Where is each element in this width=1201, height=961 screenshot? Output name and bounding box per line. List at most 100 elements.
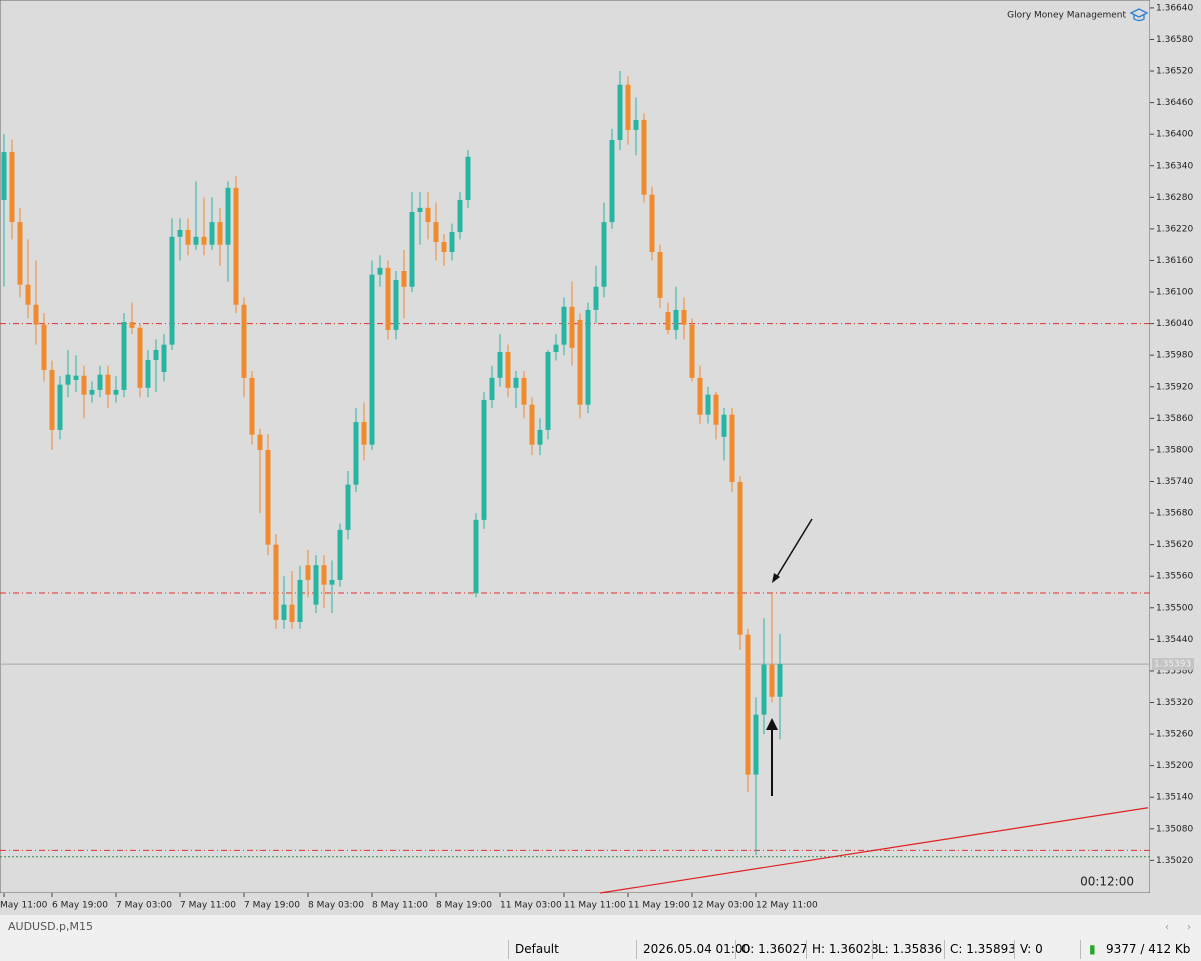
candle-body xyxy=(329,579,335,585)
trendline xyxy=(599,807,1149,894)
y-tick-label: 1.35620 xyxy=(1156,540,1193,550)
y-tick-label: 1.35980 xyxy=(1156,351,1193,361)
y-tick-label: 1.35560 xyxy=(1156,572,1193,582)
candle-body xyxy=(73,375,79,380)
profile: Default xyxy=(515,942,559,956)
candle-body xyxy=(489,377,495,400)
candle-body xyxy=(609,139,615,223)
symbol-tab[interactable]: AUDUSD.p,M15 xyxy=(8,920,93,933)
candle-body xyxy=(537,429,543,445)
current-price-box xyxy=(1152,658,1194,671)
candle-body xyxy=(345,484,351,530)
candle-body xyxy=(641,119,647,195)
y-tick-label: 1.35740 xyxy=(1156,477,1193,487)
candle-body xyxy=(41,324,47,370)
candle-body xyxy=(521,377,527,405)
candle-body xyxy=(249,377,255,435)
y-tick-label: 1.36400 xyxy=(1156,130,1193,140)
current-price-label: 1.35393 xyxy=(1154,660,1191,670)
status-open: O: 1.36027 xyxy=(741,942,808,956)
x-tick-label: 8 May 19:00 xyxy=(436,901,492,911)
time-axis xyxy=(0,893,1201,915)
candle-body xyxy=(417,207,423,213)
candle-body xyxy=(673,309,679,330)
candle-body xyxy=(777,664,783,697)
candle-body xyxy=(449,232,455,253)
x-tick-label: 12 May 11:00 xyxy=(756,901,818,911)
candle-body xyxy=(121,322,127,390)
candle-body xyxy=(337,529,343,580)
status-close: C: 1.35893 xyxy=(950,942,1016,956)
candle-body xyxy=(49,369,55,430)
x-tick-label: 11 May 11:00 xyxy=(564,901,626,911)
candle-body xyxy=(113,389,119,395)
timer: 00:12:00 xyxy=(1080,875,1134,889)
candle-body xyxy=(305,565,311,580)
candle-body xyxy=(289,604,295,622)
candle-body xyxy=(545,352,551,430)
candle-body xyxy=(729,414,735,483)
arrow-head xyxy=(772,573,780,583)
candle-body xyxy=(89,389,95,395)
y-tick-label: 1.35380 xyxy=(1156,666,1193,676)
candle-body xyxy=(9,152,15,223)
x-tick-label: 7 May 19:00 xyxy=(244,901,300,911)
y-tick-label: 1.35920 xyxy=(1156,382,1193,392)
y-tick-label: 1.36160 xyxy=(1156,256,1193,266)
candle-body xyxy=(185,229,191,245)
candle-body xyxy=(553,344,559,353)
candle-body xyxy=(689,324,695,378)
arrow xyxy=(775,518,813,579)
candle-body xyxy=(721,414,727,437)
y-tick-label: 1.36640 xyxy=(1156,3,1193,13)
y-tick-label: 1.35860 xyxy=(1156,414,1193,424)
candle-body xyxy=(529,404,535,445)
candle-body xyxy=(1,152,7,200)
indicator-icon xyxy=(1129,8,1149,22)
y-tick-label: 1.35140 xyxy=(1156,793,1193,803)
candle-body xyxy=(433,222,439,243)
candle-body xyxy=(257,434,263,450)
candle-body xyxy=(233,187,239,305)
candle-body xyxy=(505,352,511,388)
status-bar: Default 2026.05.04 01:00 O: 1.36027 H: 1… xyxy=(0,938,1201,961)
candle-body xyxy=(169,236,175,345)
x-tick-label: 11 May 19:00 xyxy=(628,901,690,911)
traffic: 9377 / 412 Kb xyxy=(1106,942,1191,956)
candle-body xyxy=(177,229,183,237)
scroll-right[interactable]: › xyxy=(1187,922,1191,933)
x-tick-label: 8 May 11:00 xyxy=(372,901,428,911)
tab-bar xyxy=(0,917,1201,937)
candle-body xyxy=(601,222,607,287)
candle-body xyxy=(769,664,775,697)
price-axis xyxy=(1150,0,1201,893)
candle-body xyxy=(33,304,39,325)
x-tick-label: 7 May 03:00 xyxy=(116,901,172,911)
candle-body xyxy=(217,222,223,245)
y-tick-label: 1.35200 xyxy=(1156,761,1193,771)
candle-body xyxy=(209,222,215,245)
x-tick-label: 7 May 11:00 xyxy=(180,901,236,911)
scroll-left[interactable]: ‹ xyxy=(1165,922,1169,933)
candle-body xyxy=(569,306,575,348)
y-tick-label: 1.36340 xyxy=(1156,161,1193,171)
y-tick-label: 1.35080 xyxy=(1156,824,1193,834)
candle-body xyxy=(681,309,687,325)
candle-body xyxy=(129,322,135,328)
candle-body xyxy=(241,304,247,378)
candle-body xyxy=(593,286,599,310)
y-tick-label: 1.35800 xyxy=(1156,445,1193,455)
y-tick-label: 1.36460 xyxy=(1156,98,1193,108)
plot-area xyxy=(0,0,1151,894)
indicator-label: Glory Money Management xyxy=(1007,11,1126,21)
candle-body xyxy=(161,344,167,373)
candle-body xyxy=(561,306,567,345)
y-tick-label: 1.35320 xyxy=(1156,698,1193,708)
candle-body xyxy=(385,267,391,330)
y-tick-label: 1.36520 xyxy=(1156,67,1193,77)
candle-body xyxy=(713,394,719,425)
candle-body xyxy=(745,634,751,775)
candle-body xyxy=(425,207,431,223)
y-tick-label: 1.36100 xyxy=(1156,288,1193,298)
candle-body xyxy=(193,236,199,245)
